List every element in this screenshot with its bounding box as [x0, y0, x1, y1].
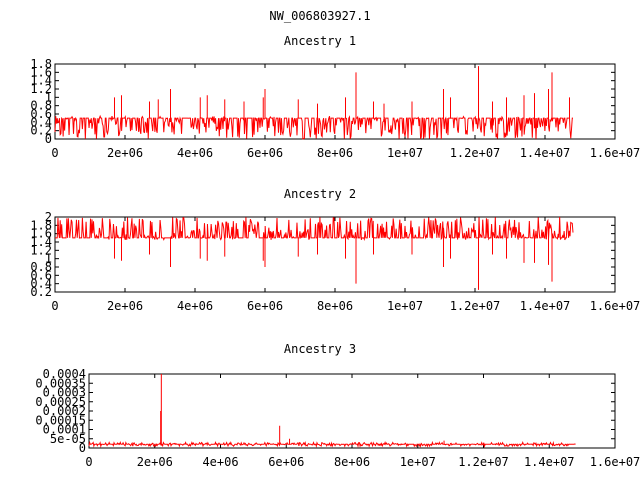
y-tick-label: 0.0001: [43, 423, 86, 437]
y-tick-label: 1.6: [30, 227, 52, 241]
y-tick-label: 1.2: [30, 243, 52, 257]
x-tick-label: 1.4e+07: [520, 146, 571, 160]
y-tick-label: 0: [45, 132, 52, 146]
x-tick-label: 1.6e+07: [590, 455, 640, 469]
y-tick-label: 0.0002: [43, 404, 86, 418]
series-line-1: [54, 216, 574, 290]
x-tick-label: 6e+06: [268, 455, 304, 469]
y-tick-label: 1.8: [30, 218, 52, 232]
y-tick-label: 1.6: [30, 65, 52, 79]
series-line-1: [88, 374, 576, 449]
y-tick-label: 0.2: [30, 285, 52, 299]
y-tick-label: 0.0004: [43, 367, 86, 381]
y-tick-label: 1.2: [30, 82, 52, 96]
y-tick-label: 0.8: [30, 99, 52, 113]
x-tick-label: 6e+06: [247, 146, 283, 160]
y-tick-label: 2: [45, 210, 52, 224]
chart-title: Ancestry 1: [284, 34, 356, 48]
y-tick-label: 5e-05: [50, 432, 86, 446]
x-tick-label: 4e+06: [177, 299, 213, 313]
y-tick-label: 1.4: [30, 74, 52, 88]
chart-2: Ancestry 2 0.20.40.60.811.21.41.61.82 0 2e+…: [30, 187, 640, 313]
x-tick-label: 0: [51, 299, 58, 313]
x-tick-label: 0: [51, 146, 58, 160]
x-tick-label: 1.4e+07: [524, 455, 575, 469]
chart-title: Ancestry 3: [284, 342, 356, 356]
series-line-1: [54, 66, 573, 140]
x-tick-label: 8e+06: [317, 299, 353, 313]
x-tick-label: 4e+06: [177, 146, 213, 160]
y-tick-label: 0.6: [30, 107, 52, 121]
x-tick-label: 1.2e+07: [450, 146, 501, 160]
y-tick-label: 0.00015: [35, 413, 86, 427]
y-tick-label: 0.2: [30, 124, 52, 138]
chart-title: Ancestry 2: [284, 187, 356, 201]
x-tick-label: 2e+06: [107, 299, 143, 313]
y-tick-label: 0.4: [30, 277, 52, 291]
y-tick-label: 0.6: [30, 268, 52, 282]
chart-1: Ancestry 100.20.40.60.811.21.41.61.80 2e+…: [30, 34, 640, 160]
x-tick-label: 1.4e+07: [520, 299, 571, 313]
y-tick-label: 1: [45, 252, 52, 266]
y-tick-label: 1.4: [30, 235, 52, 249]
y-tick-label: 0.8: [30, 260, 52, 274]
y-tick-label: 0.00035: [35, 376, 86, 390]
x-tick-label: 1.6e+07: [590, 299, 640, 313]
y-tick-label: 1: [45, 90, 52, 104]
charts-container: Ancestry 100.20.40.60.811.21.41.61.80 2e+…: [30, 34, 640, 469]
x-tick-label: 1e+07: [387, 146, 423, 160]
chart-3: Ancestry 305e-050.00010.000150.00020.000…: [35, 342, 640, 469]
x-tick-label: 2e+06: [137, 455, 173, 469]
plot-frame: [88, 373, 616, 449]
y-tick-label: 0: [79, 441, 86, 455]
x-tick-label: 1.2e+07: [458, 455, 509, 469]
x-tick-label: 2e+06: [107, 146, 143, 160]
y-tick-label: 0.0003: [43, 386, 86, 400]
x-tick-label: 1.2e+07: [450, 299, 501, 313]
x-tick-label: 4e+06: [202, 455, 238, 469]
x-tick-label: 6e+06: [247, 299, 283, 313]
x-tick-label: 1.6e+07: [590, 146, 640, 160]
x-tick-label: 8e+06: [317, 146, 353, 160]
x-tick-label: 1e+07: [400, 455, 436, 469]
x-tick-label: 8e+06: [334, 455, 370, 469]
y-tick-label: 0.00025: [35, 395, 86, 409]
x-tick-label: 0: [85, 455, 92, 469]
y-tick-label: 1.8: [30, 57, 52, 71]
page-title: NW_006803927.1: [269, 9, 370, 23]
x-tick-label: 1e+07: [387, 299, 423, 313]
y-tick-label: 0.4: [30, 115, 52, 129]
